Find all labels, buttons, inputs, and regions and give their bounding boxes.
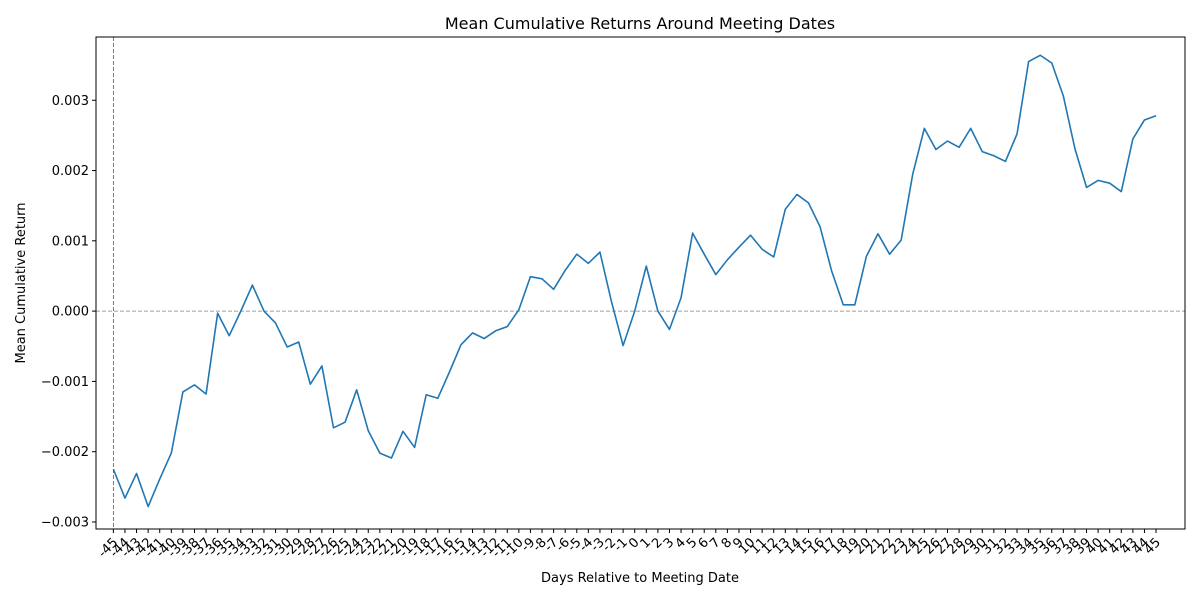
y-tick-label: −0.003	[41, 515, 89, 530]
x-axis-label: Days Relative to Meeting Date	[541, 571, 739, 586]
y-tick-label: 0.003	[52, 94, 89, 109]
y-tick-label: −0.001	[41, 375, 89, 390]
y-tick-label: 0.002	[52, 164, 89, 179]
x-axis: -45-44-43-42-41-40-39-38-37-36-35-34-33-…	[96, 529, 1164, 561]
series-line	[112, 54, 1157, 508]
plot-area	[96, 37, 1185, 529]
chart-title: Mean Cumulative Returns Around Meeting D…	[445, 14, 835, 33]
y-axis-label: Mean Cumulative Return	[14, 202, 29, 363]
y-tick-label: 0.001	[52, 234, 89, 249]
y-tick-label: −0.002	[41, 445, 89, 460]
y-axis: −0.003 −0.002 −0.001 0.000 0.001 0.002 0.003	[41, 94, 96, 530]
plot-frame	[95, 36, 1186, 530]
y-tick-label: 0.000	[52, 305, 89, 320]
